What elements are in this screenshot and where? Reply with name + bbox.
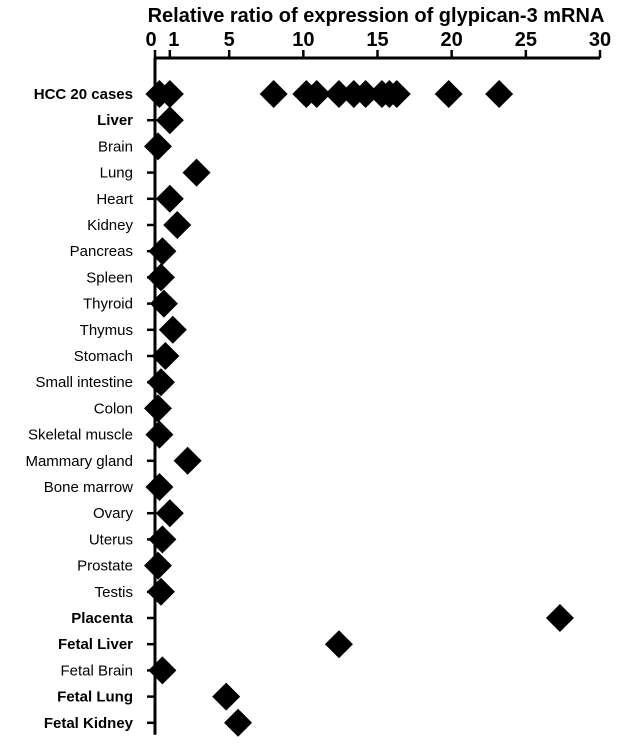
category-label: Prostate [77,558,133,575]
data-point-marker [149,289,178,318]
category-label: Mammary gland [25,453,133,470]
category-label: Testis [95,584,133,601]
data-point-marker [155,106,184,135]
category-label: Pancreas [70,243,133,260]
data-point-marker [324,80,353,108]
category-label: Liver [97,112,133,129]
data-point-marker [485,80,514,108]
category-label: Kidney [87,217,133,234]
x-axis: 0 1 5 10 15 20 25 30 [145,29,611,735]
category-label: Lung [100,165,133,182]
x-tick-label: 0 [145,29,156,51]
category-label: Heart [96,191,134,208]
category-label: Fetal Brain [60,662,133,679]
data-point-marker [143,394,172,423]
category-label: HCC 20 cases [34,86,133,103]
data-point-marker [259,80,288,108]
data-point-marker [146,577,175,606]
x-tick-label: 30 [589,29,611,51]
data-point-marker [146,368,175,397]
x-tick-label: 10 [292,29,314,51]
data-point-marker [545,604,574,632]
data-point-marker [173,446,202,475]
category-labels: HCC 20 cases Liver Brain Lung Heart Kidney Pan… [25,86,133,732]
x-tick-label: 25 [515,29,537,51]
category-label: Fetal Liver [58,636,133,653]
category-label: Colon [94,400,133,417]
category-label: Brain [98,138,133,155]
data-point-marker [434,80,463,108]
data-point-marker [148,656,177,685]
chart-title: Relative ratio of expression of glypican… [148,5,605,27]
data-point-marker [324,630,353,659]
data-markers [143,80,574,737]
data-point-marker [155,80,184,108]
x-tick-label: 20 [441,29,463,51]
category-label: Ovary [93,505,134,522]
data-point-marker [155,184,184,213]
x-tick-label: 1 [168,29,179,51]
data-point-marker [155,499,184,528]
data-point-marker [143,132,172,161]
category-label: Skeletal muscle [28,427,133,444]
category-label: Small intestine [35,374,133,391]
data-point-marker [146,263,175,292]
data-point-marker [302,80,331,108]
category-label: Fetal Lung [57,689,133,706]
x-tick-label: 15 [366,29,388,51]
category-label: Placenta [71,610,133,627]
data-point-marker [143,551,172,580]
data-point-marker [151,342,180,370]
x-tick-label: 5 [224,29,235,51]
data-point-marker [158,315,187,344]
data-point-marker [145,420,174,449]
data-point-marker [212,682,241,711]
category-label: Stomach [74,348,133,365]
data-point-marker [148,525,177,554]
data-point-marker [182,158,211,187]
category-label: Uterus [89,531,133,548]
category-label: Thymus [80,322,133,339]
data-point-marker [351,80,380,108]
data-point-marker [382,80,411,108]
category-label: Bone marrow [44,479,133,496]
category-label: Thyroid [83,296,133,313]
category-label: Spleen [86,269,133,286]
data-point-marker [163,211,192,239]
data-point-marker [224,708,253,737]
data-point-marker [145,473,174,501]
data-point-marker [148,237,177,266]
category-label: Fetal Kidney [44,715,134,732]
